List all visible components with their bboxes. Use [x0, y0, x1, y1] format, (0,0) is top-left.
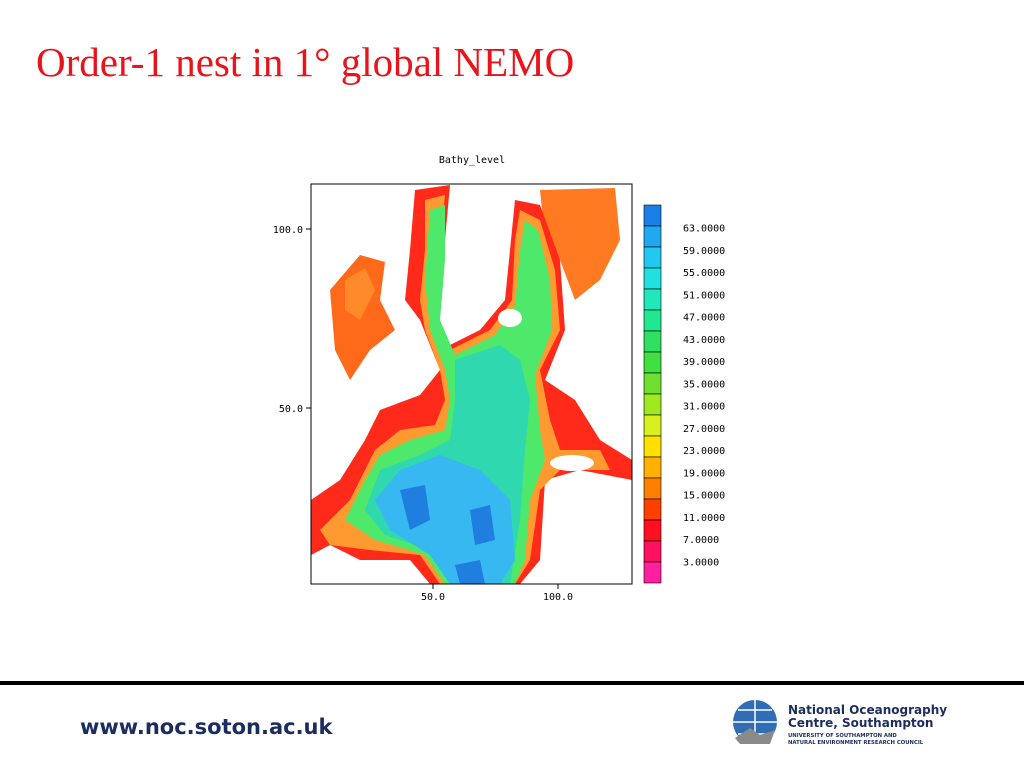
colorbar-label: 7.0000 [683, 535, 719, 546]
colorbar-swatch [643, 561, 662, 584]
x-tick-label: 50.0 [421, 592, 445, 603]
y-tick-label: 100.0 [273, 225, 303, 236]
colorbar-swatch [643, 414, 662, 437]
colorbar-label: 3.0000 [683, 558, 719, 569]
x-tick-label: 100.0 [543, 592, 573, 603]
colorbar: 63.0000 59.0000 55.0000 51.0000 47.0000 43.00… [643, 204, 725, 584]
land-shelf [540, 188, 620, 300]
island [498, 309, 522, 327]
colorbar-swatch [643, 330, 662, 353]
colorbar-swatch [643, 372, 662, 395]
colorbar-label: 55.0000 [683, 268, 725, 279]
plot-title: Bathy_level [439, 155, 505, 166]
y-tick-label: 50.0 [279, 404, 303, 415]
logo: National Oceanography Centre, Southampto… [733, 700, 947, 746]
land-shelf [345, 268, 375, 320]
deepest [400, 485, 495, 584]
colorbar-label: 19.0000 [683, 468, 725, 479]
colorbar-label: 31.0000 [683, 402, 725, 413]
map: 100.0 50.0 50.0 100.0 [273, 183, 633, 603]
colorbar-swatch [643, 309, 662, 332]
footer-url: www.noc.soton.ac.uk [80, 715, 334, 739]
colorbar-swatch [643, 351, 662, 374]
colorbar-label: 11.0000 [683, 513, 725, 524]
colorbar-label: 59.0000 [683, 246, 725, 257]
colorbar-swatch [643, 204, 662, 227]
colorbar-swatch [643, 477, 662, 500]
colorbar-swatch [643, 456, 662, 479]
island [550, 455, 594, 471]
colorbar-label: 35.0000 [683, 379, 725, 390]
colorbar-label: 23.0000 [683, 446, 725, 457]
colorbar-label: 51.0000 [683, 290, 725, 301]
logo-line: Centre, Southampton [788, 716, 933, 730]
colorbar-swatch [643, 435, 662, 458]
colorbar-swatch [643, 267, 662, 290]
logo-line: NATURAL ENVIRONMENT RESEARCH COUNCIL [788, 740, 924, 746]
colorbar-swatch [643, 393, 662, 416]
colorbar-label: 27.0000 [683, 424, 725, 435]
colorbar-swatch [643, 540, 662, 563]
logo-line: National Oceanography [788, 703, 947, 717]
colorbar-label: 15.0000 [683, 491, 725, 502]
colorbar-swatch [643, 246, 662, 269]
logo-line: UNIVERSITY OF SOUTHAMPTON AND [788, 733, 897, 739]
logo-wave [735, 728, 775, 744]
footer-rule [0, 681, 1024, 685]
colorbar-swatch [643, 225, 662, 248]
colorbar-swatch [643, 498, 662, 521]
colorbar-label: 43.0000 [683, 335, 725, 346]
logo-grid [733, 700, 777, 744]
slide-title: Order-1 nest in 1° global NEMO [36, 39, 574, 85]
colorbar-label: 47.0000 [683, 313, 725, 324]
map-frame [310, 183, 633, 585]
colorbar-label: 39.0000 [683, 357, 725, 368]
colorbar-label: 63.0000 [683, 224, 725, 235]
colorbar-swatch [643, 288, 662, 311]
deep-basin [375, 455, 515, 584]
colorbar-swatch [643, 519, 662, 542]
